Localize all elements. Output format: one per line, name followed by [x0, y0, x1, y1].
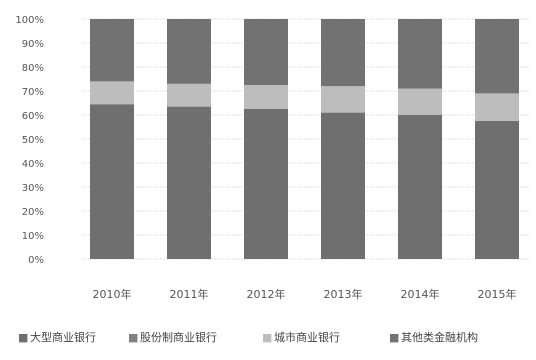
bar-segment-series-0 [90, 104, 134, 259]
x-tick-label: 2010年 [93, 287, 132, 301]
legend-label: 其他类金融机构 [401, 330, 478, 344]
y-tick-label: 60% [22, 111, 44, 122]
y-tick-label: 10% [22, 231, 44, 242]
legend-marker: ■ [18, 331, 28, 344]
x-axis-ticks: 2010年 2011年 2012年 2013年 2014年 2015年 [93, 287, 517, 301]
y-tick-label: 50% [22, 135, 44, 146]
y-tick-label: 0% [28, 255, 44, 266]
bar-segment-series-0 [167, 106, 211, 259]
y-tick-label: 30% [22, 183, 44, 194]
bar-segment-series-2 [475, 93, 519, 121]
bars-group [90, 19, 519, 259]
y-tick-label: 40% [22, 159, 44, 170]
y-tick-label: 20% [22, 207, 44, 218]
y-tick-label: 70% [22, 87, 44, 98]
y-tick-label: 80% [22, 63, 44, 74]
y-axis-ticks: 0% 10% 20% 30% 40% 50% 60% 70% 80% 90% 100% [15, 15, 44, 266]
legend-marker: ■ [262, 331, 272, 344]
x-tick-label: 2012年 [247, 287, 286, 301]
bar-segment-series-2 [244, 85, 288, 109]
legend: ■ 大型商业银行 ■ 股份制商业银行 ■ 城市商业银行 ■ 其他类金融机构 [18, 330, 478, 344]
bar-segment-series-3 [90, 19, 134, 82]
bar-segment-series-3 [244, 19, 288, 85]
legend-marker: ■ [128, 331, 138, 344]
bar-segment-series-0 [321, 112, 365, 259]
x-tick-label: 2011年 [170, 287, 209, 301]
bar-segment-series-0 [244, 109, 288, 259]
gridlines [82, 18, 530, 260]
legend-label: 大型商业银行 [30, 330, 96, 344]
legend-label: 城市商业银行 [274, 330, 340, 344]
y-tick-label: 90% [22, 39, 44, 50]
bar-segment-series-2 [398, 88, 442, 115]
y-tick-label: 100% [15, 15, 44, 26]
bar-segment-series-3 [321, 19, 365, 87]
x-tick-label: 2013年 [324, 287, 363, 301]
bar-segment-series-2 [90, 81, 134, 105]
legend-marker: ■ [389, 331, 399, 344]
legend-label: 股份制商业银行 [140, 330, 217, 344]
bar-segment-series-3 [167, 19, 211, 84]
bar-segment-series-3 [398, 19, 442, 89]
x-tick-label: 2014年 [401, 287, 440, 301]
bar-segment-series-3 [475, 19, 519, 94]
bar-segment-series-2 [321, 86, 365, 113]
x-tick-label: 2015年 [478, 287, 517, 301]
bar-segment-series-2 [167, 83, 211, 107]
bar-segment-series-0 [475, 121, 519, 259]
bar-segment-series-0 [398, 115, 442, 259]
